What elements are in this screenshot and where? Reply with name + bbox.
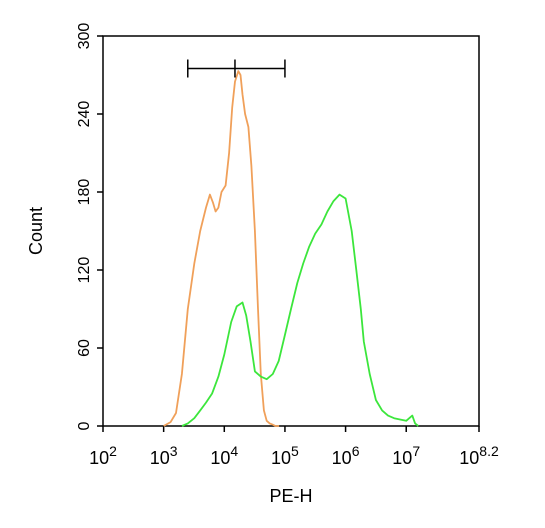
y-tick-label-0: 0: [76, 421, 93, 430]
series-line-0: [163, 70, 280, 427]
series-layer: [163, 70, 419, 427]
x-tick-label-4: 106: [332, 443, 360, 468]
x-tick-label-3: 105: [271, 443, 299, 468]
x-tick-label-2: 104: [210, 443, 238, 468]
plot-frame: [102, 35, 480, 427]
x-tick-label-1: 103: [150, 443, 178, 468]
x-tick-label-6: 108.2: [459, 443, 499, 468]
x-axis-title: PE-H: [269, 486, 312, 506]
y-tick-label-5: 300: [76, 23, 93, 50]
y-tick-label-4: 240: [76, 101, 93, 128]
y-tick-label-2: 120: [76, 257, 93, 284]
x-tick-label-5: 107: [392, 443, 420, 468]
x-tick-label-0: 102: [89, 443, 117, 468]
y-tick-label-1: 60: [76, 339, 93, 357]
y-axis-ticks: 0 60 120 180 240 300: [76, 23, 103, 430]
y-axis-title: Count: [26, 207, 46, 255]
gate-marker: [187, 59, 286, 78]
y-tick-label-3: 180: [76, 179, 93, 206]
series-line-1: [181, 193, 419, 427]
x-axis-ticks: 102 103 104 105 106 107 108.2: [89, 426, 499, 468]
